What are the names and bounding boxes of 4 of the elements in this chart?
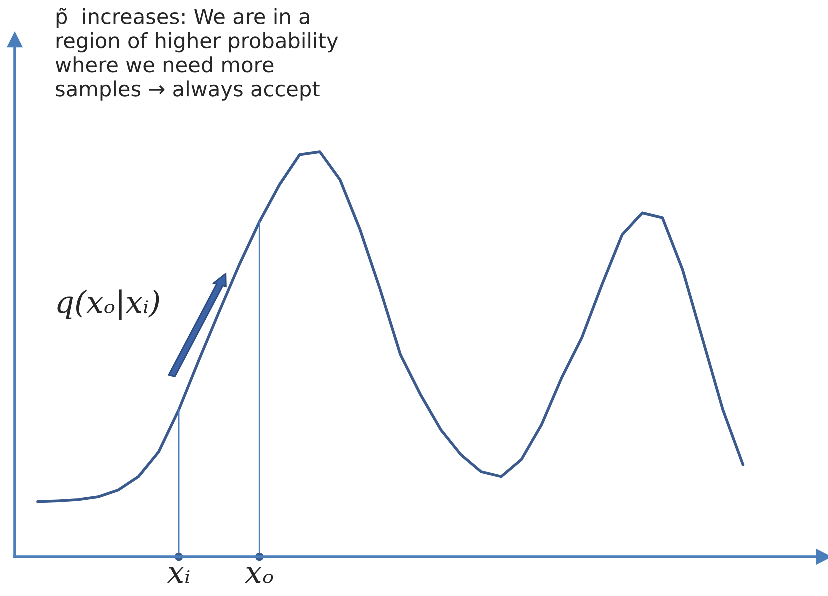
x-tick-label: xᵢ	[167, 567, 190, 584]
text: p̃ increases: We are in a region of higher probability where we need more samples → always accept	[56, 8, 338, 101]
x-tick-label: xₒ	[245, 567, 274, 584]
annotation: q(xₒ|xᵢ)	[58, 290, 160, 320]
